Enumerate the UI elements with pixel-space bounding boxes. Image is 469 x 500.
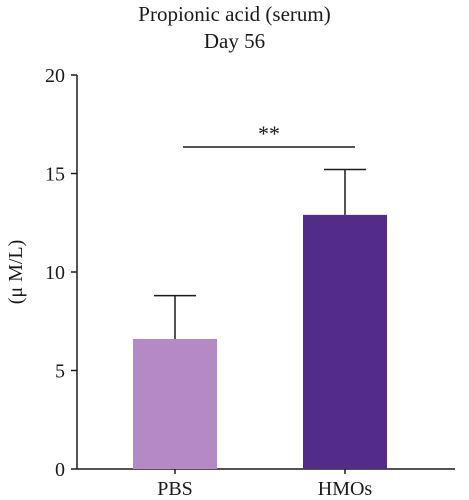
chart-title-block: Propionic acid (serum) Day 56 [0,0,469,55]
y-tick-label: 5 [55,361,65,383]
significance-label: ** [258,121,280,146]
x-tick-label-hmos: HMOs [318,478,373,500]
bar-pbs [133,338,217,469]
chart-title: Propionic acid (serum) [138,2,331,26]
y-tick-label: 10 [45,262,65,284]
chart-subtitle: Day 56 [203,29,266,53]
y-axis-label: (μ M/L) [5,240,27,305]
bar-hmos [303,214,387,469]
x-tick-label-pbs: PBS [157,478,193,500]
y-tick-label: 15 [45,164,65,186]
y-tick-label: 0 [55,459,65,481]
y-tick-label: 20 [45,65,65,87]
